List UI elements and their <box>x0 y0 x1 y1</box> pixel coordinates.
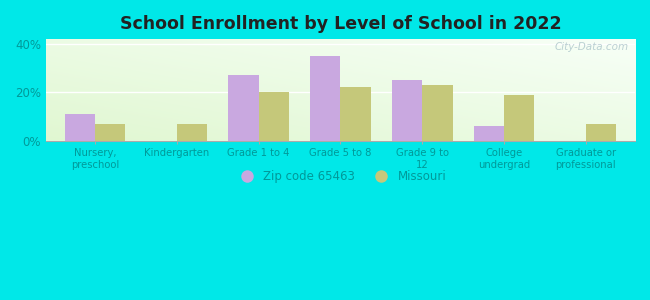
Legend: Zip code 65463, Missouri: Zip code 65463, Missouri <box>230 166 451 188</box>
Bar <box>177 124 207 141</box>
Bar <box>504 94 534 141</box>
Bar <box>474 126 504 141</box>
Bar <box>228 75 259 141</box>
Bar <box>422 85 452 141</box>
Bar <box>341 87 370 141</box>
Text: City-Data.com: City-Data.com <box>555 42 629 52</box>
Bar <box>65 114 95 141</box>
Bar <box>259 92 289 141</box>
Bar <box>586 124 616 141</box>
Title: School Enrollment by Level of School in 2022: School Enrollment by Level of School in … <box>120 15 561 33</box>
Bar <box>392 80 422 141</box>
Bar <box>95 124 125 141</box>
Bar <box>310 56 341 141</box>
